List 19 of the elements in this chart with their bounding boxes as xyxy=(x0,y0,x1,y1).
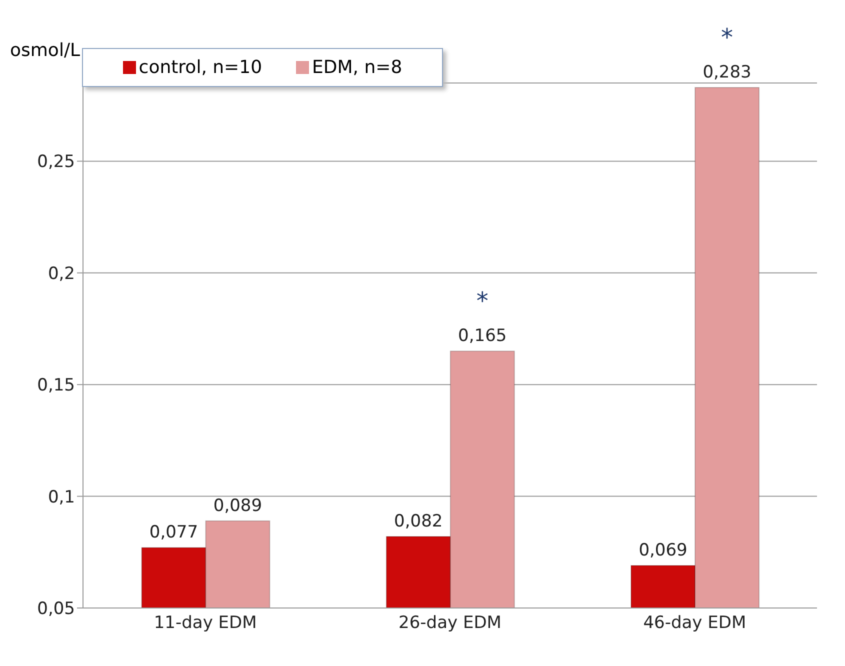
annotation: * xyxy=(476,287,488,316)
data-label: 0,283 xyxy=(702,62,752,82)
x-tick-label: 46-day EDM xyxy=(643,613,746,634)
data-label: 0,077 xyxy=(149,522,198,543)
data-label: 0,082 xyxy=(394,512,443,532)
x-tick-label: 26-day EDM xyxy=(398,613,502,634)
data-label: 0,165 xyxy=(458,326,507,346)
data-label: 0,089 xyxy=(213,496,262,516)
y-axis-title: osmol/L xyxy=(10,40,80,61)
data-label: 0,069 xyxy=(638,540,688,561)
y-tick-label: 0,2 xyxy=(48,264,75,284)
y-tick-label: 0,05 xyxy=(37,599,75,620)
annotation: * xyxy=(721,23,734,52)
x-tick-label: 11-day EDM xyxy=(154,613,257,634)
y-tick-label: 0,25 xyxy=(37,152,75,172)
legend-label: control, n=10 xyxy=(138,57,262,78)
y-tick-label: 0,15 xyxy=(37,376,75,396)
y-tick-label: 0,1 xyxy=(48,487,75,508)
legend-label: EDM, n=8 xyxy=(311,57,402,78)
